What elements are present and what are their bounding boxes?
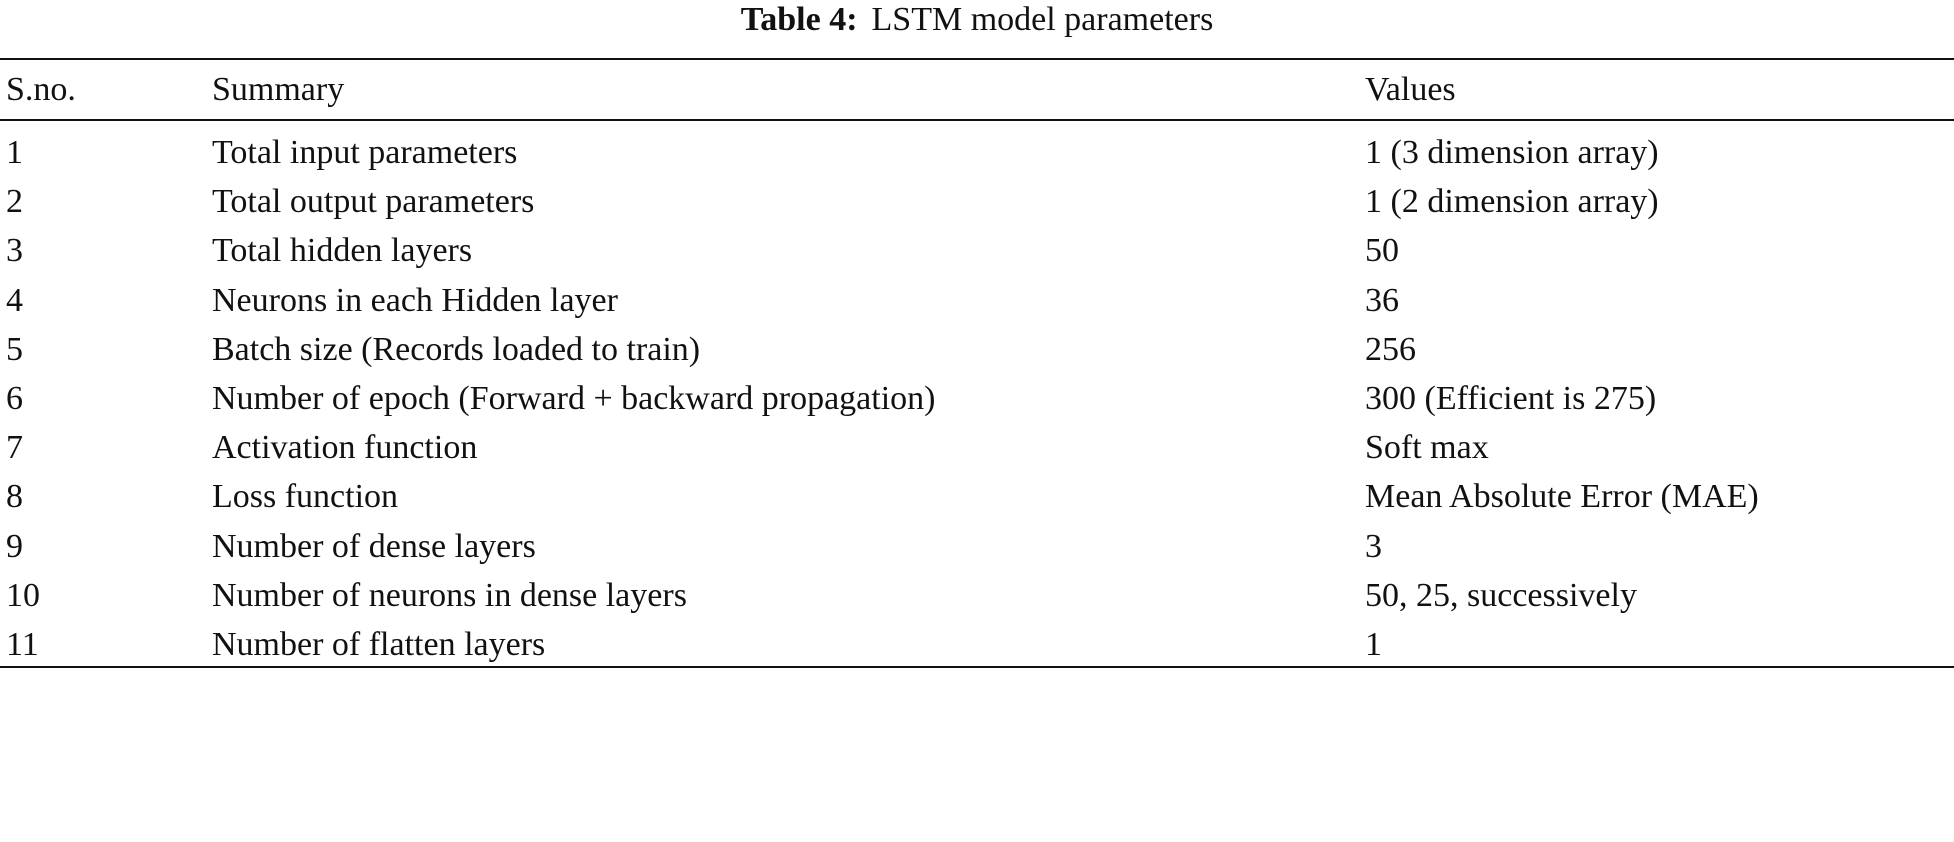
cell-summary: Loss function [212,478,399,516]
cell-summary: Neurons in each Hidden layer [212,281,618,319]
cell-summary: Number of dense layers [212,527,536,565]
header-rule [0,119,1954,121]
cell-value: 3 [1365,527,1382,565]
cell-sno: 6 [6,380,23,417]
caption: Table 4: LSTM model parameters [0,0,1954,40]
cell-value: Mean Absolute Error (MAE) [1365,478,1759,516]
cell-sno: 8 [6,478,23,516]
header-sno: S.no. [6,71,76,108]
cell-summary: Activation function [212,429,478,467]
header-summary: Summary [212,71,345,108]
cell-sno: 3 [6,232,23,270]
cell-summary: Total output parameters [212,183,535,221]
cell-summary: Number of neurons in dense layers [212,576,687,614]
cell-sno: 11 [6,626,39,663]
cell-value: 36 [1365,281,1399,319]
cell-sno: 10 [6,576,40,614]
cell-sno: 9 [6,527,23,565]
cell-summary: Number of epoch (Forward + backward prop… [212,380,936,417]
cell-value: 1 [1365,626,1382,663]
caption-text: LSTM model parameters [871,1,1214,38]
cell-summary: Total hidden layers [212,232,473,270]
caption-label: Table 4: [740,1,858,38]
bottom-rule [0,666,1954,668]
cell-value: Soft max [1365,429,1489,467]
cell-sno: 4 [6,281,23,319]
cell-value: 256 [1365,330,1416,368]
cell-sno: 1 [6,134,23,171]
cell-value: 1 (2 dimension array) [1365,183,1659,221]
top-rule [0,58,1954,60]
cell-summary: Number of flatten layers [212,626,546,663]
cell-value: 1 (3 dimension array) [1365,134,1659,171]
cell-sno: 5 [6,330,23,368]
cell-summary: Batch size (Records loaded to train) [212,330,701,368]
cell-value: 50, 25, successively [1365,576,1637,614]
cell-value: 50 [1365,232,1399,270]
header-value: Values [1365,71,1456,108]
cell-value: 300 (Efficient is 275) [1365,380,1657,417]
cell-sno: 2 [6,183,23,221]
cell-summary: Total input parameters [212,134,518,171]
cell-sno: 7 [6,429,23,467]
